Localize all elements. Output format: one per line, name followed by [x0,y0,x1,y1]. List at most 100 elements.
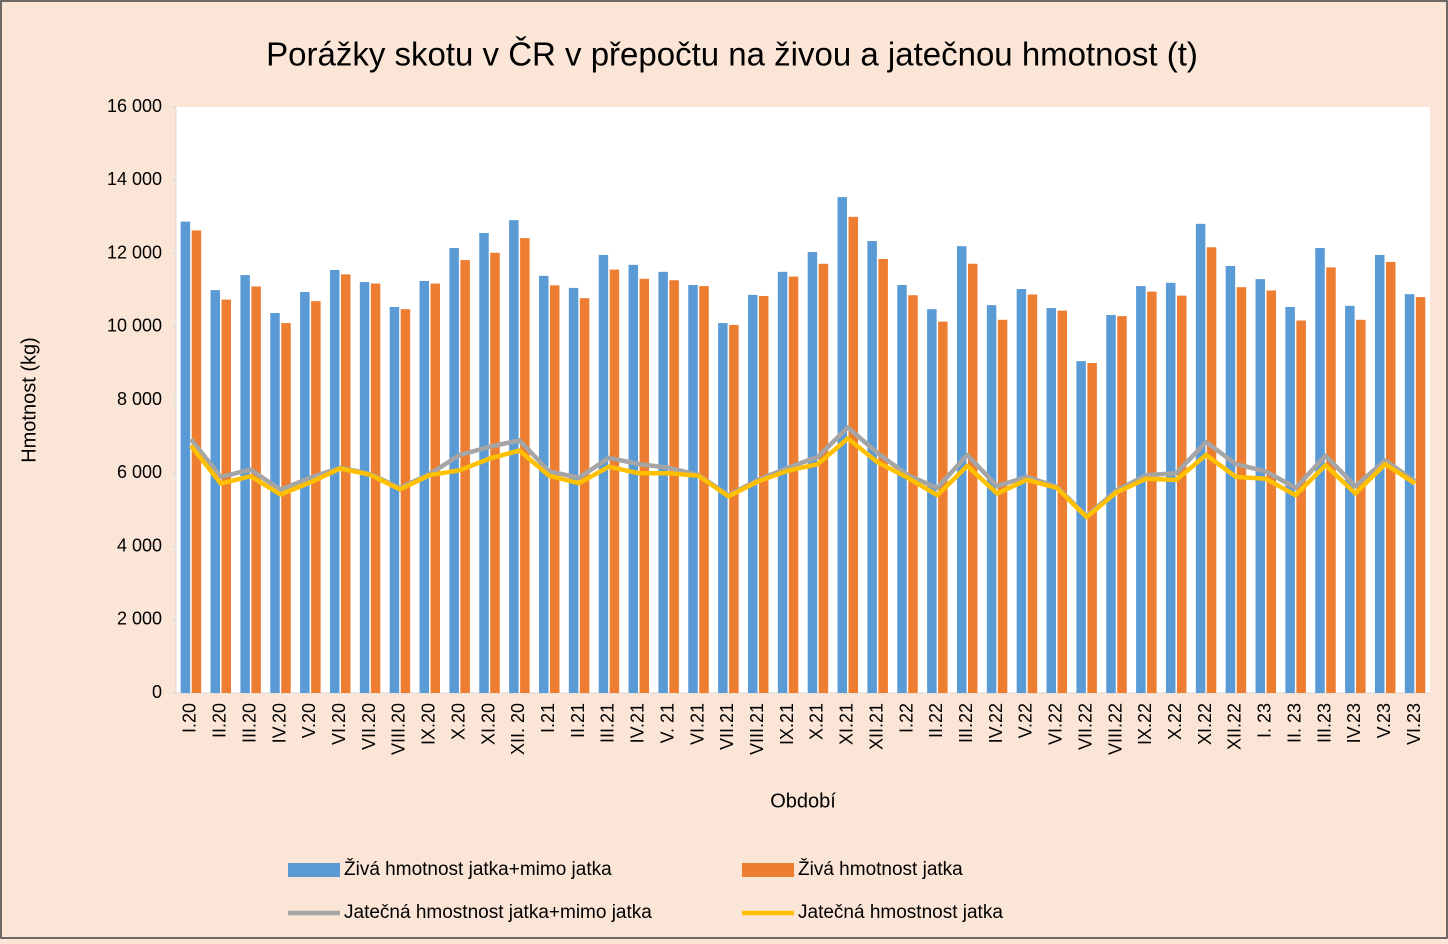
bar [598,254,609,693]
x-tick-label: XII.21 [866,703,886,750]
bar [878,258,888,693]
bar [549,285,560,693]
x-tick-label: VI.21 [687,703,707,745]
bar [1016,289,1027,693]
bar [699,286,709,693]
bar [329,269,340,693]
bar [270,313,280,693]
bar [669,280,679,693]
bar [967,263,978,693]
bar [1236,287,1247,693]
x-tick-label: VI.20 [329,703,349,745]
bar [609,269,620,693]
bar [311,301,321,693]
bar [210,290,221,693]
x-tick-label: VI.23 [1404,703,1424,745]
x-tick-label: VII.21 [717,703,737,750]
x-tick-label: V.20 [299,703,319,738]
x-tick-label: XI.22 [1195,703,1215,745]
bar [281,323,291,693]
x-tick-label: III.21 [598,703,618,743]
bar [688,284,698,693]
bar [1225,265,1236,693]
x-tick-label: IV.23 [1344,703,1364,743]
x-tick-label: II.22 [926,703,946,738]
bar [579,298,590,693]
x-tick-label: IX.22 [1135,703,1155,745]
bar [389,306,400,693]
x-tick-label: IX.21 [777,703,797,745]
bar [1415,297,1426,693]
bar [628,264,639,693]
bar [1176,295,1187,693]
x-tick-label: X.21 [807,703,827,740]
legend-swatch [742,863,794,877]
x-tick-label: XII.22 [1225,703,1245,750]
y-tick-label: 16 000 [107,96,162,116]
bar [538,275,549,693]
bar [1374,254,1385,693]
x-tick-label: IV.21 [628,703,648,743]
bar [777,271,788,693]
legend-label: Jatečná hmostnost jatka [798,902,1003,923]
x-tick-label: II.21 [568,703,588,738]
bar [927,309,937,693]
x-tick-label: VII.20 [359,703,379,750]
legend-swatch [288,863,340,877]
bar [251,286,261,693]
bar [1147,291,1157,693]
bar [490,252,500,693]
bar [1266,290,1277,693]
legend-label: Živá hmotnost jatka [798,858,963,880]
legend-label: Jatečná hmostnost jatka+mimo jatka [344,902,652,923]
bar [908,295,918,693]
x-tick-label: VII.22 [1075,703,1095,750]
x-tick-label: II. 23 [1284,703,1304,743]
y-tick-label: 8 000 [117,389,162,409]
x-tick-label: XI.20 [478,703,498,745]
bar [1404,294,1415,693]
bar [1255,279,1266,693]
bar [788,276,799,693]
bar [1046,308,1057,693]
x-tick-label: III.20 [239,703,259,743]
bar [400,309,411,693]
bar [240,275,250,693]
bar [509,220,519,693]
bar [897,284,907,693]
bar [1345,305,1355,693]
x-tick-label: X.22 [1165,703,1185,740]
plot-area [176,107,1430,693]
y-tick-label: 2 000 [117,609,162,629]
bar [986,305,997,693]
x-tick-label: VI.22 [1046,703,1066,745]
x-tick-label: XI.21 [837,703,857,745]
x-tick-label: V.23 [1374,703,1394,738]
x-tick-label: I. 23 [1255,703,1275,738]
x-tick-label: IV.20 [269,703,289,743]
bar [818,263,829,693]
bar [1385,261,1396,693]
x-tick-label: III.22 [956,703,976,743]
bar [419,280,430,693]
bar [718,323,728,693]
x-tick-label: VIII.20 [389,703,409,755]
bar [1117,316,1127,693]
chart-title: Porážky skotu v ČR v přepočtu na živou a… [266,36,1198,73]
x-tick-label: IV.22 [986,703,1006,743]
bar [460,260,470,693]
bar [340,274,351,693]
bar [1285,306,1295,693]
bar [430,283,441,693]
y-tick-label: 12 000 [107,242,162,262]
x-tick-label: V. 21 [657,703,677,743]
bar [568,287,579,693]
bar [867,241,877,694]
x-tick-label: VIII.22 [1105,703,1125,755]
x-tick-label: I.22 [896,703,916,733]
y-tick-label: 6 000 [117,462,162,482]
bar [1326,267,1336,693]
bar [729,324,739,693]
bar [1296,320,1306,693]
bar [848,216,859,693]
